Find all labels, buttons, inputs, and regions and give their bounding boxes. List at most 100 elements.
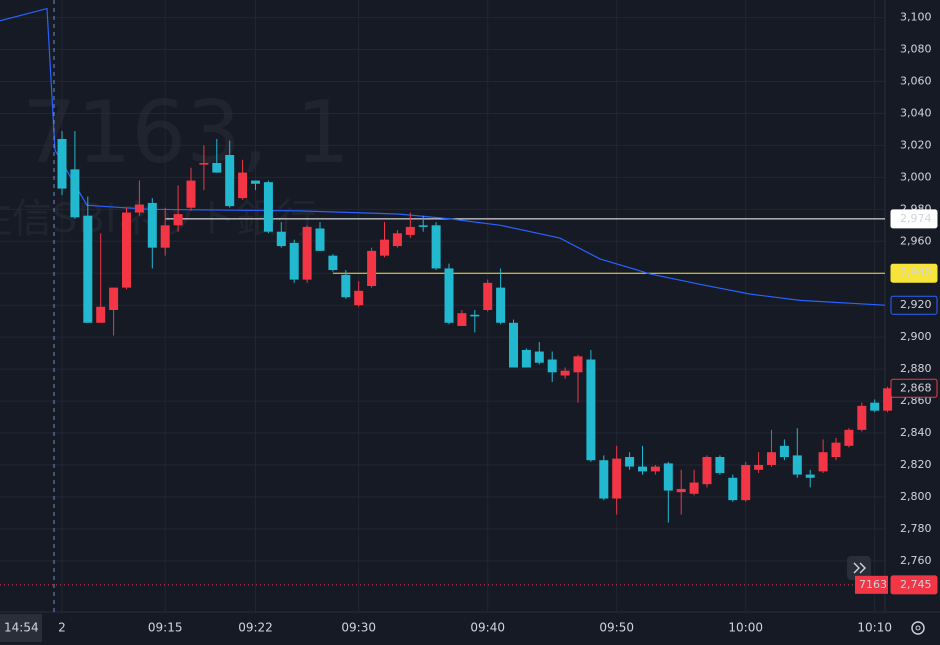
candle-body — [818, 452, 828, 472]
candle-body — [276, 231, 286, 247]
candle-body — [147, 202, 157, 248]
settings-icon-center — [915, 625, 921, 631]
candle-body — [586, 359, 596, 461]
candle-body — [405, 226, 415, 235]
candle-body — [96, 306, 106, 323]
candle-body — [547, 359, 557, 373]
price-line-label-box — [890, 263, 938, 283]
candle-body — [573, 356, 583, 373]
candle-body — [122, 212, 131, 288]
candle-body — [444, 268, 454, 323]
x-tick-label: 09:40 — [470, 621, 505, 635]
candle-body — [767, 452, 776, 465]
candle-body — [728, 477, 738, 501]
candle-body — [870, 402, 880, 411]
last-price-label: 2,868 — [900, 381, 932, 394]
candle-body — [341, 274, 351, 298]
candle-body — [470, 314, 480, 317]
y-tick-label: 2,780 — [900, 522, 932, 535]
candle-body — [289, 242, 299, 280]
candle-body — [483, 282, 493, 310]
watermark-symbol: 7163, 1 — [22, 83, 350, 183]
candle-body — [134, 204, 144, 213]
crosshair-symbol: 7163 — [859, 578, 887, 591]
line-last-label: 2,920 — [900, 298, 932, 311]
candle-body — [599, 460, 609, 499]
price-line-label: 2,940 — [900, 266, 932, 279]
candle-body — [831, 442, 841, 458]
y-tick-label: 3,040 — [900, 106, 932, 119]
candle-body — [380, 239, 389, 256]
y-tick-label: 3,060 — [900, 74, 932, 87]
candle-body — [160, 225, 170, 248]
y-tick-label: 3,100 — [900, 11, 932, 24]
candle-body — [83, 215, 93, 323]
candle-body — [521, 349, 531, 368]
candle-body — [302, 226, 312, 280]
scroll-icon — [853, 562, 866, 574]
candle-body — [638, 466, 647, 472]
candle-body — [844, 429, 854, 446]
candle-body — [792, 455, 802, 475]
candle-body — [70, 169, 80, 218]
candle-body — [509, 322, 518, 368]
candle-body — [328, 255, 338, 271]
candle-body — [689, 482, 699, 494]
y-tick-label: 2,820 — [900, 458, 932, 471]
candle-body — [663, 463, 673, 491]
x-tick-label: 10:00 — [728, 621, 763, 635]
y-tick-label: 3,080 — [900, 43, 932, 56]
candle-body — [109, 287, 119, 310]
candle-body — [883, 388, 893, 411]
candle-body — [779, 445, 789, 458]
x-tick-label: 09:30 — [341, 621, 376, 635]
settings-icon[interactable] — [911, 621, 925, 635]
y-tick-label: 2,800 — [900, 490, 932, 503]
candle-body — [251, 180, 260, 184]
y-tick-label: 2,880 — [900, 362, 932, 375]
candle-body — [612, 458, 622, 499]
candle-body — [560, 370, 570, 376]
crosshair-price: 2,745 — [900, 578, 932, 591]
x-tick-label: 10:10 — [857, 621, 892, 635]
candle-body — [702, 457, 712, 485]
price-line-label: 2,974 — [900, 212, 932, 225]
candle-body — [173, 214, 183, 226]
candle-body — [199, 162, 209, 165]
candle-body — [741, 464, 751, 501]
y-tick-label: 3,000 — [900, 170, 932, 183]
candle-body — [225, 154, 235, 207]
x-tick-label: 09:50 — [599, 621, 634, 635]
candle-body — [496, 287, 506, 323]
y-tick-label: 2,840 — [900, 426, 932, 439]
x-tick-label: 2 — [58, 621, 66, 635]
candle-body — [650, 466, 660, 472]
candle-body — [57, 139, 67, 189]
candle-body — [367, 250, 377, 287]
candle-body — [805, 474, 815, 478]
candle-body — [263, 182, 273, 232]
candle-body — [238, 172, 248, 199]
candle-body — [715, 457, 725, 473]
crosshair-time: 14:54 — [4, 621, 39, 635]
candle-body — [857, 405, 867, 430]
candle-body — [754, 464, 764, 470]
candle-body — [534, 351, 544, 363]
last-price-label-box — [890, 378, 938, 398]
candle-body — [212, 162, 222, 173]
candle-body — [315, 228, 325, 251]
candle-body — [676, 488, 686, 493]
y-tick-label: 2,900 — [900, 330, 932, 343]
candle-body — [392, 233, 402, 247]
x-tick-label: 09:22 — [238, 621, 273, 635]
candle-body — [457, 313, 467, 326]
candle-body — [431, 225, 441, 269]
candle-body — [625, 457, 635, 467]
y-tick-label: 2,960 — [900, 234, 932, 247]
price-line-label-box — [890, 209, 938, 229]
candle-body — [186, 180, 196, 208]
x-tick-label: 09:15 — [148, 621, 183, 635]
candle-body — [418, 225, 428, 227]
